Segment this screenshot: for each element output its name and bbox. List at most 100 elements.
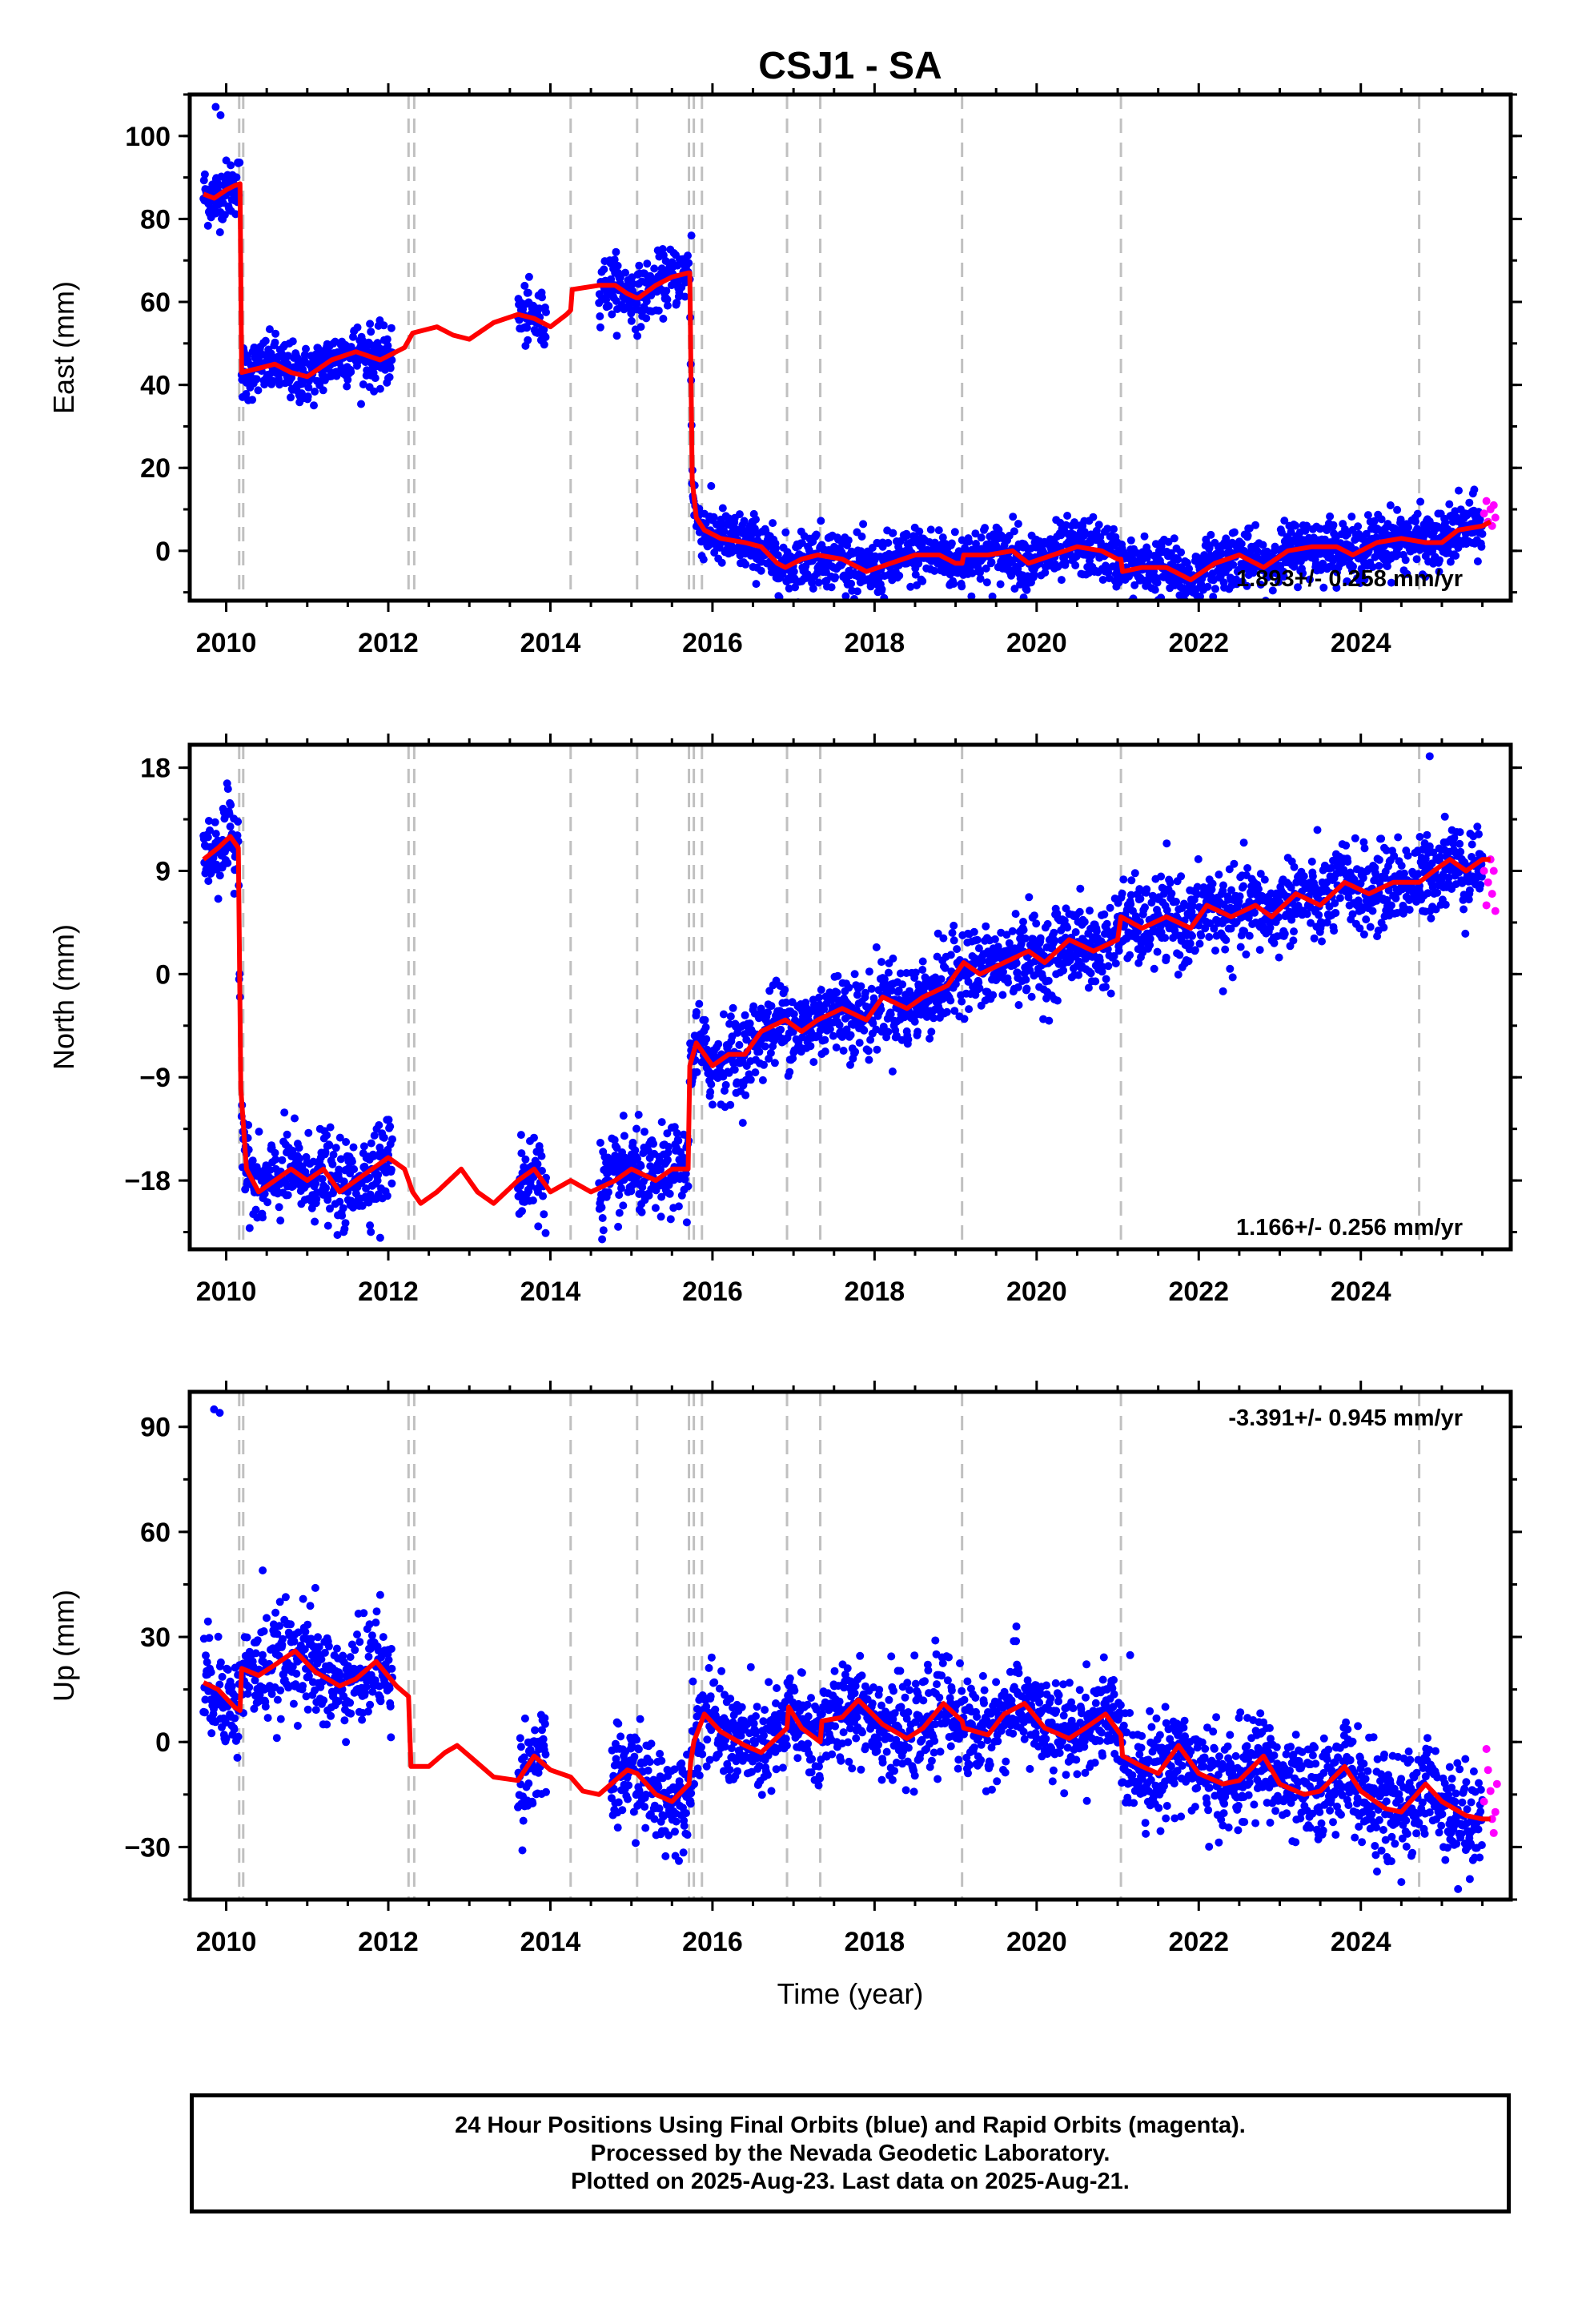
data-point — [310, 401, 318, 410]
data-point — [1335, 894, 1344, 903]
data-point — [829, 1031, 837, 1040]
data-point — [769, 519, 777, 528]
data-point — [633, 332, 642, 340]
data-point — [1153, 578, 1162, 587]
data-point — [913, 1027, 922, 1036]
data-point — [203, 221, 212, 230]
data-point — [1207, 530, 1215, 539]
data-point — [1275, 577, 1283, 586]
data-point — [271, 1155, 280, 1164]
data-point — [1401, 556, 1410, 565]
data-point — [370, 1132, 379, 1140]
x-tick-label: 2022 — [1168, 628, 1229, 658]
data-point — [1025, 893, 1034, 902]
data-point — [1106, 903, 1114, 912]
data-point — [1427, 914, 1435, 923]
data-point — [540, 1210, 548, 1219]
data-point — [1044, 976, 1053, 985]
rapid-point — [1491, 513, 1500, 522]
y-tick-label: 60 — [140, 287, 171, 318]
data-point — [1036, 934, 1045, 943]
data-point — [681, 1169, 690, 1178]
data-point — [701, 1015, 709, 1024]
data-point — [323, 1221, 332, 1230]
data-point — [941, 963, 950, 972]
data-point — [872, 943, 881, 951]
data-point — [1147, 899, 1156, 907]
data-point — [789, 1010, 798, 1019]
data-point — [958, 582, 966, 591]
data-point — [930, 1014, 938, 1023]
data-point — [353, 323, 362, 332]
data-point — [851, 1047, 860, 1056]
data-point — [685, 259, 693, 267]
east-x-ticks: 2010 2012 2014 2016 2018 2020 2022 2024 — [196, 83, 1484, 658]
data-point — [896, 969, 905, 978]
data-point — [814, 578, 823, 587]
data-point — [1393, 505, 1402, 514]
data-point — [1245, 931, 1254, 940]
data-point — [663, 1129, 672, 1138]
data-point — [926, 525, 935, 534]
data-point — [666, 1215, 675, 1224]
data-point — [746, 1076, 755, 1084]
east-model-line — [203, 181, 1492, 583]
data-point — [692, 1007, 701, 1016]
data-point — [204, 877, 213, 886]
data-point — [1095, 956, 1104, 965]
data-point — [1313, 826, 1322, 834]
data-point — [318, 1175, 327, 1184]
data-point — [1429, 848, 1438, 857]
data-point — [817, 986, 825, 994]
data-point — [621, 268, 629, 277]
data-point — [809, 1058, 818, 1067]
data-point — [918, 957, 927, 966]
data-point — [860, 1026, 869, 1035]
data-point — [1166, 879, 1174, 887]
data-point — [1243, 581, 1251, 590]
data-point — [1146, 935, 1154, 943]
data-point — [887, 986, 896, 995]
data-point — [1330, 927, 1339, 935]
data-point — [385, 373, 394, 381]
y-tick-label: 0 — [155, 537, 171, 567]
data-point — [1387, 901, 1395, 910]
data-point — [1136, 895, 1145, 903]
data-point — [1360, 575, 1369, 584]
data-point — [659, 315, 668, 323]
data-point — [642, 297, 651, 306]
data-point — [1423, 889, 1432, 898]
data-point — [1452, 551, 1460, 560]
data-point — [362, 1184, 371, 1192]
data-point — [211, 818, 219, 826]
data-point — [1323, 918, 1331, 927]
x-tick-label: 2024 — [1331, 628, 1391, 658]
data-point — [289, 1181, 298, 1190]
data-point — [254, 386, 263, 395]
data-point — [695, 999, 704, 1008]
data-point — [751, 1068, 760, 1077]
data-point — [942, 1007, 951, 1016]
data-point — [1243, 864, 1252, 872]
data-point — [530, 1133, 538, 1142]
data-point — [1307, 919, 1315, 927]
data-point — [214, 895, 223, 903]
data-point — [367, 1228, 375, 1236]
data-point — [827, 583, 836, 592]
data-point — [1100, 910, 1109, 919]
data-point — [1012, 959, 1021, 967]
data-point — [1412, 555, 1421, 564]
data-point — [388, 1135, 396, 1144]
data-point — [850, 970, 859, 979]
data-point — [1230, 528, 1239, 537]
data-point — [687, 231, 696, 240]
data-point — [367, 1139, 375, 1148]
data-point — [248, 1156, 257, 1165]
data-point — [1126, 536, 1135, 545]
data-point — [1239, 838, 1248, 847]
north-panel: 2010 2012 2014 2016 2018 2020 2022 2024−18−9091… — [47, 734, 1522, 1307]
data-point — [1362, 915, 1371, 924]
data-point — [726, 1100, 735, 1109]
data-point — [1188, 931, 1196, 940]
data-point — [869, 1019, 877, 1027]
